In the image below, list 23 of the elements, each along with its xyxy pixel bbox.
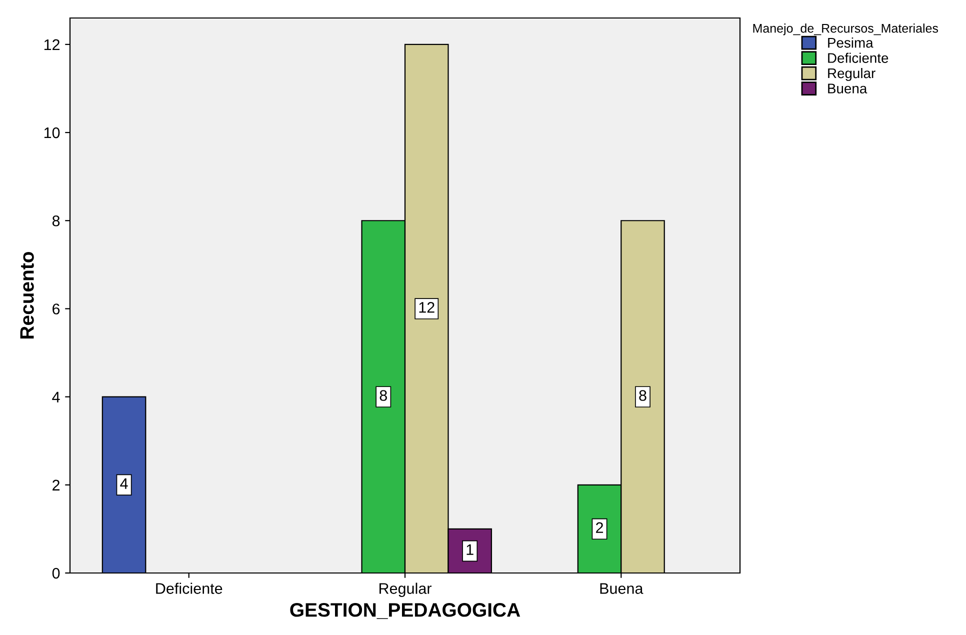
data-label: 8 bbox=[380, 390, 387, 401]
data-label: 4 bbox=[120, 478, 128, 489]
y-tick-label: 8 bbox=[52, 215, 60, 226]
data-label: 1 bbox=[466, 544, 474, 555]
x-axis-title: GESTION_PEDAGOGICA bbox=[290, 603, 520, 619]
y-axis-title: Recuento bbox=[20, 252, 34, 338]
y-tick-label: 4 bbox=[52, 392, 60, 402]
y-tick-label: 6 bbox=[52, 304, 60, 314]
data-label: 12 bbox=[419, 302, 434, 313]
x-tick-label: Regular bbox=[380, 582, 432, 597]
legend-label: Pesima bbox=[828, 38, 874, 48]
y-tick-label: 2 bbox=[52, 480, 60, 490]
data-label: 8 bbox=[639, 390, 646, 401]
y-tick-label: 12 bbox=[44, 39, 60, 50]
legend-title: Manejo_de_Recursos_Materiales bbox=[753, 24, 938, 36]
y-tick-label: 0 bbox=[52, 568, 60, 579]
legend-label: Buena bbox=[828, 84, 868, 94]
y-tick-label: 10 bbox=[44, 127, 60, 138]
x-tick-label: Deficiente bbox=[156, 582, 222, 594]
data-label: 2 bbox=[596, 522, 603, 533]
legend-label: Regular bbox=[828, 68, 876, 81]
legend-label: Deficiente bbox=[828, 52, 888, 63]
x-tick-label: Buena bbox=[600, 583, 644, 594]
